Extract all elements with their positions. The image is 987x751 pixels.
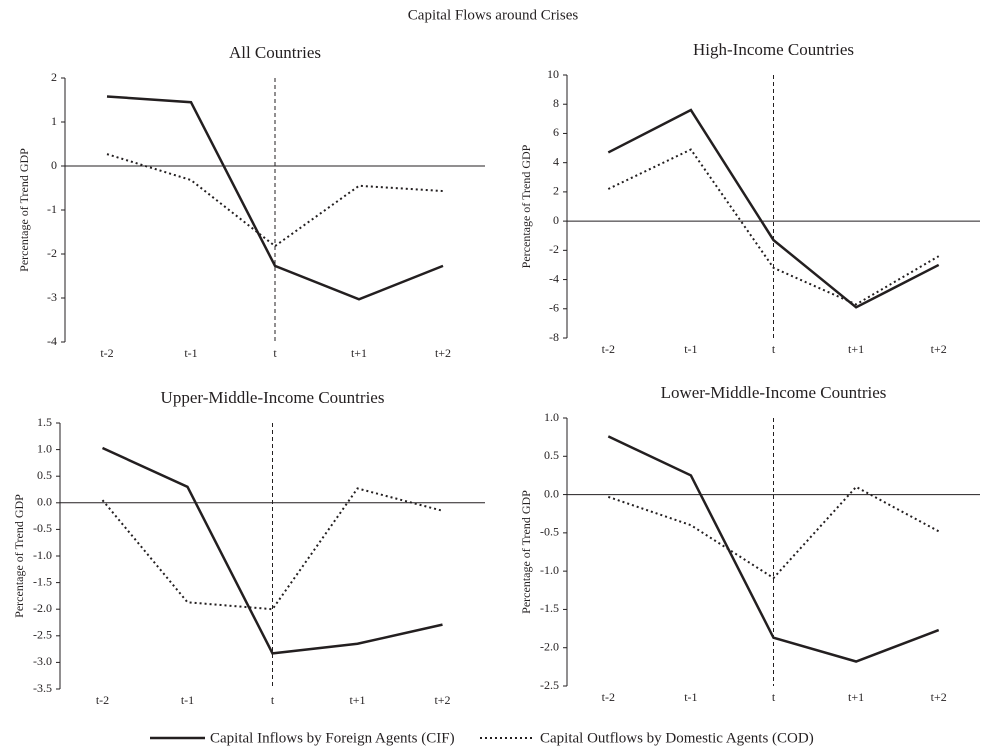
y-tick-label: 4 xyxy=(553,154,559,168)
x-tick-label: t-1 xyxy=(181,693,194,707)
series-line xyxy=(607,148,940,306)
y-tick-label: -0.5 xyxy=(540,525,559,539)
y-tick-label: -1.5 xyxy=(540,601,559,615)
chart-title: Lower-Middle-Income Countries xyxy=(661,383,887,402)
y-tick-label: 0.0 xyxy=(37,495,52,509)
x-tick-label: t-2 xyxy=(602,342,615,356)
y-tick-label: 2 xyxy=(553,184,559,198)
y-tick-label: -2 xyxy=(549,242,559,256)
legend-label: Capital Outflows by Domestic Agents (COD… xyxy=(540,730,814,746)
y-tick-label: 2 xyxy=(51,70,57,84)
x-tick-label: t+2 xyxy=(931,342,947,356)
x-tick-label: t+2 xyxy=(435,346,451,360)
y-tick-label: -1.0 xyxy=(33,548,52,562)
x-tick-label: t-2 xyxy=(100,346,113,360)
figure-title: Capital Flows around Crises xyxy=(408,7,579,23)
y-axis-label: Percentage of Trend GDP xyxy=(12,494,26,618)
y-axis-label: Percentage of Trend GDP xyxy=(17,148,31,272)
y-tick-label: 1.0 xyxy=(544,410,559,424)
chart-title: Upper-Middle-Income Countries xyxy=(161,388,385,407)
x-tick-label: t+1 xyxy=(848,342,864,356)
y-tick-label: -2.5 xyxy=(33,628,52,642)
x-tick-label: t-1 xyxy=(184,346,197,360)
y-tick-label: 8 xyxy=(553,96,559,110)
y-tick-label: 0 xyxy=(51,158,57,172)
x-tick-label: t+1 xyxy=(349,693,365,707)
legend-label: Capital Inflows by Foreign Agents (CIF) xyxy=(210,730,455,746)
y-tick-label: -3.0 xyxy=(33,654,52,668)
series-line xyxy=(607,435,940,663)
series-line xyxy=(101,487,443,611)
x-tick-label: t-1 xyxy=(684,690,697,704)
x-tick-label: t+2 xyxy=(434,693,450,707)
x-tick-label: t-2 xyxy=(602,690,615,704)
x-tick-label: t xyxy=(273,346,277,360)
y-tick-label: -3 xyxy=(47,290,57,304)
y-tick-label: 6 xyxy=(553,125,559,139)
x-tick-label: t-2 xyxy=(96,693,109,707)
x-tick-label: t+1 xyxy=(351,346,367,360)
y-tick-label: 1 xyxy=(51,114,57,128)
y-axis-label: Percentage of Trend GDP xyxy=(519,144,533,268)
x-tick-label: t xyxy=(271,693,275,707)
y-axis-label: Percentage of Trend GDP xyxy=(519,490,533,614)
y-tick-label: -2.5 xyxy=(540,678,559,692)
series-line xyxy=(607,485,940,580)
y-tick-label: -2.0 xyxy=(33,601,52,615)
y-tick-label: 0.0 xyxy=(544,486,559,500)
y-tick-label: -3.5 xyxy=(33,681,52,695)
y-tick-label: 1.5 xyxy=(37,415,52,429)
y-tick-label: 0.5 xyxy=(544,448,559,462)
y-tick-label: -1.5 xyxy=(33,574,52,588)
x-tick-label: t xyxy=(772,342,776,356)
y-tick-label: -1.0 xyxy=(540,563,559,577)
y-tick-label: -0.5 xyxy=(33,521,52,535)
y-tick-label: -2.0 xyxy=(540,639,559,653)
x-tick-label: t-1 xyxy=(684,342,697,356)
y-tick-label: -4 xyxy=(549,271,559,285)
y-tick-label: 0 xyxy=(553,213,559,227)
y-tick-label: -6 xyxy=(549,301,559,315)
series-line xyxy=(106,95,444,301)
y-tick-label: -8 xyxy=(549,330,559,344)
x-tick-label: t xyxy=(772,690,776,704)
y-tick-label: -2 xyxy=(47,246,57,260)
series-line xyxy=(106,153,444,248)
x-tick-label: t+2 xyxy=(931,690,947,704)
y-tick-label: 10 xyxy=(547,67,559,81)
y-tick-label: 0.5 xyxy=(37,468,52,482)
y-tick-label: -1 xyxy=(47,202,57,216)
y-tick-label: -4 xyxy=(47,334,57,348)
series-line xyxy=(101,446,443,655)
y-tick-label: 1.0 xyxy=(37,441,52,455)
series-line xyxy=(607,108,940,309)
chart-title: All Countries xyxy=(229,43,321,62)
x-tick-label: t+1 xyxy=(848,690,864,704)
chart-title: High-Income Countries xyxy=(693,40,854,59)
